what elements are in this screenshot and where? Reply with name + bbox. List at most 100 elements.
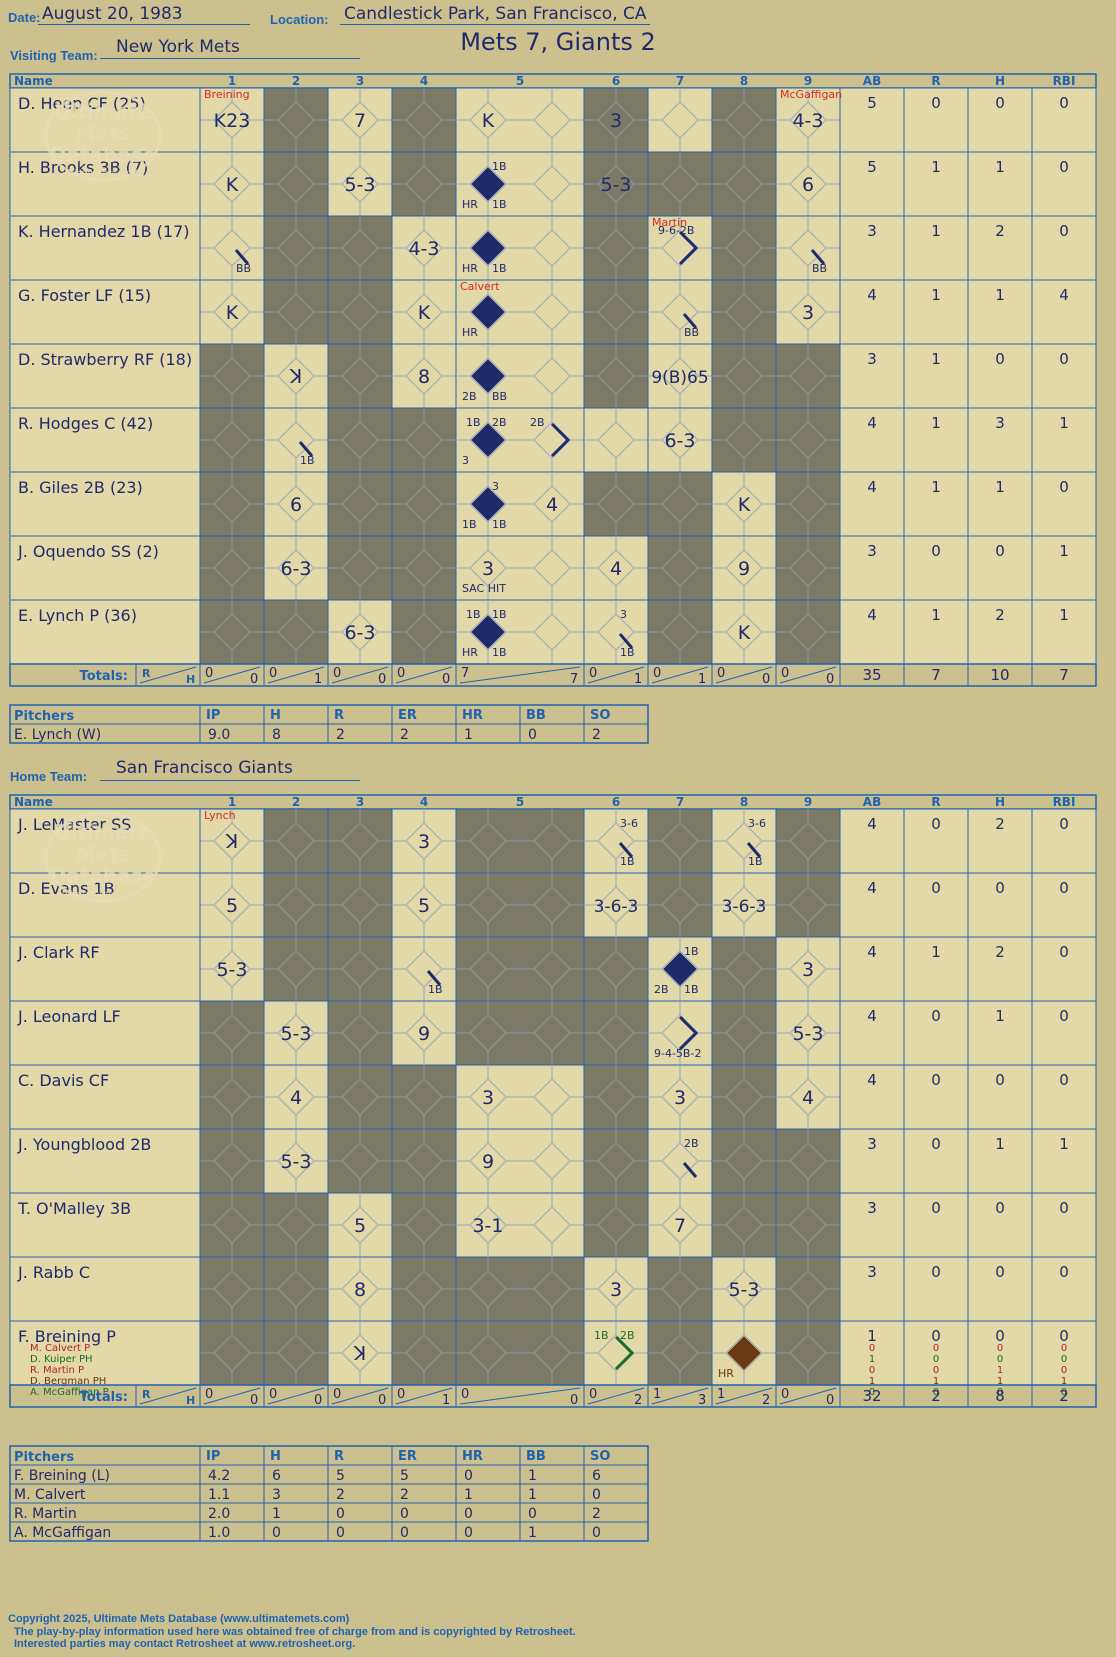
home-name-cell xyxy=(9,1320,201,1386)
visitors-player-ab: 3 xyxy=(867,350,877,368)
home-pitcher-hr: 1 xyxy=(464,1487,473,1503)
home-stat-cell xyxy=(1031,1256,1097,1322)
visitors-first-base-line xyxy=(810,249,826,265)
home-stat-cell xyxy=(967,872,1033,938)
home-player-name: T. O'Malley 3B xyxy=(17,1199,131,1218)
visitors-pitcher-er: 2 xyxy=(400,727,409,743)
home-inning-header-3: 3 xyxy=(356,795,364,809)
home-player-ab: 4 xyxy=(867,1007,877,1025)
home-player-ab: 4 xyxy=(867,943,877,961)
home-total-r: 2 xyxy=(931,1387,941,1405)
home-inning-total-slash xyxy=(587,1387,645,1405)
date-label: Date: xyxy=(8,10,41,25)
home-player-ab: 3 xyxy=(867,1263,877,1281)
visitors-player-rbi: 0 xyxy=(1059,222,1069,240)
home-play-text: 5 xyxy=(226,895,238,917)
visitors-first-base-line xyxy=(682,313,698,329)
visitors-stat-cell xyxy=(839,87,905,153)
visitors-inning-header-2: 2 xyxy=(292,74,300,88)
visitors-player-h: 0 xyxy=(995,542,1005,560)
visitors-name-cell xyxy=(9,407,201,473)
visitors-play-text: 9 xyxy=(738,558,750,580)
home-player-name: J. Rabb C xyxy=(17,1263,90,1282)
home-play-text: 5-3 xyxy=(216,959,247,981)
home-watermark-ring xyxy=(44,811,162,903)
visitors-pitchers-header: Pitchers xyxy=(14,709,74,724)
home-player-r: 0 xyxy=(931,1071,941,1089)
visitors-stat-cell xyxy=(967,407,1033,473)
home-play-note: HR xyxy=(718,1367,734,1380)
home-inning-header-6: 6 xyxy=(612,795,620,809)
visitors-watermark-ring xyxy=(44,90,162,182)
home-play-text: 4 xyxy=(802,1087,814,1109)
home-player-name: J. LeMaster SS xyxy=(17,815,131,834)
visitors-play-text: K xyxy=(226,174,239,196)
home-play-text: 5-3 xyxy=(280,1151,311,1173)
home-player-name: J. Youngblood 2B xyxy=(17,1135,151,1154)
visitors-pitching-col-h: H xyxy=(270,708,281,723)
home-inning-total-slash xyxy=(395,1387,453,1405)
visitors-total-ab: 35 xyxy=(862,666,881,684)
visitors-first-base-line xyxy=(618,633,634,649)
home-inning-runs: 0 xyxy=(589,1387,597,1402)
home-first-base-line xyxy=(426,970,442,986)
home-pitcher-name: A. McGaffigan xyxy=(14,1525,111,1541)
visitors-player-h: 1 xyxy=(995,158,1005,176)
home-stat-cell xyxy=(967,1320,1033,1386)
visitors-player-h: 1 xyxy=(995,478,1005,496)
visitors-stat-cell xyxy=(903,343,969,409)
visitors-substitution-note: Calvert xyxy=(460,280,500,293)
visitors-play-text: 7 xyxy=(354,110,366,132)
visitors-run-scored-diamond xyxy=(471,487,505,521)
visitors-inning-header-1: 1 xyxy=(228,74,236,88)
home-play-note: 1B xyxy=(684,945,699,958)
home-play-text: 9 xyxy=(418,1023,430,1045)
home-inning-total-slash xyxy=(459,1387,581,1405)
home-player-h: 0 xyxy=(995,879,1005,897)
visitors-inning-header-9: 9 xyxy=(804,74,812,88)
home-pitcher-bb: 1 xyxy=(528,1468,537,1484)
visitors-stat-cell xyxy=(967,279,1033,345)
home-sub-player-r: 0 xyxy=(933,1365,939,1376)
visitors-stat-header-ab: AB xyxy=(863,74,881,88)
visitors-name-cell xyxy=(9,471,201,537)
home-pitcher-so: 0 xyxy=(592,1525,601,1541)
home-sub-player-ab: 0 xyxy=(869,1387,875,1398)
home-player-h: 0 xyxy=(995,1071,1005,1089)
visitors-player-h: 0 xyxy=(995,94,1005,112)
visitors-play-note: 3 xyxy=(620,608,627,621)
home-player-r: 0 xyxy=(931,879,941,897)
home-player-h: 2 xyxy=(995,815,1005,833)
visitors-stat-cell xyxy=(967,343,1033,409)
visitors-stat-cell xyxy=(903,87,969,153)
home-pitcher-r: 5 xyxy=(336,1468,345,1484)
visitors-inning-total-slash xyxy=(203,666,261,684)
visitors-inning-runs: 0 xyxy=(781,666,789,681)
visitors-stat-cell xyxy=(1031,343,1097,409)
home-pitcher-h: 1 xyxy=(272,1506,281,1522)
home-player-rbi: 0 xyxy=(1059,1007,1069,1025)
home-stat-cell xyxy=(967,1064,1033,1130)
visitors-substitution-note: Breining xyxy=(204,88,250,101)
home-inning-hits: 1 xyxy=(442,1393,450,1408)
visitors-player-r: 1 xyxy=(931,158,941,176)
visitors-play-note: HR xyxy=(462,326,478,339)
visitors-inning-runs: 0 xyxy=(205,666,213,681)
visitors-total-r: 7 xyxy=(931,666,941,684)
home-pitching-col-ip: IP xyxy=(206,1449,220,1464)
home-inning-total-slash xyxy=(203,1387,261,1405)
visitors-play-note: 1B xyxy=(492,608,507,621)
visitors-play-note: 1B xyxy=(620,646,635,659)
visitors-play-note: 2B xyxy=(492,416,507,429)
visitors-play-text: 9(B)65 xyxy=(651,368,708,388)
visitors-stat-cell xyxy=(839,407,905,473)
home-pitcher-name: M. Calvert xyxy=(14,1487,86,1503)
home-pitcher-bb: 1 xyxy=(528,1487,537,1503)
home-total-rbi: 2 xyxy=(1059,1387,1069,1405)
visitors-stat-cell xyxy=(1031,599,1097,665)
home-play-text: 4 xyxy=(290,1087,302,1109)
visitors-total-rbi: 7 xyxy=(1059,666,1069,684)
visitors-stat-cell xyxy=(1031,151,1097,217)
home-player-h: 1 xyxy=(995,1007,1005,1025)
visitors-player-ab: 5 xyxy=(867,94,877,112)
